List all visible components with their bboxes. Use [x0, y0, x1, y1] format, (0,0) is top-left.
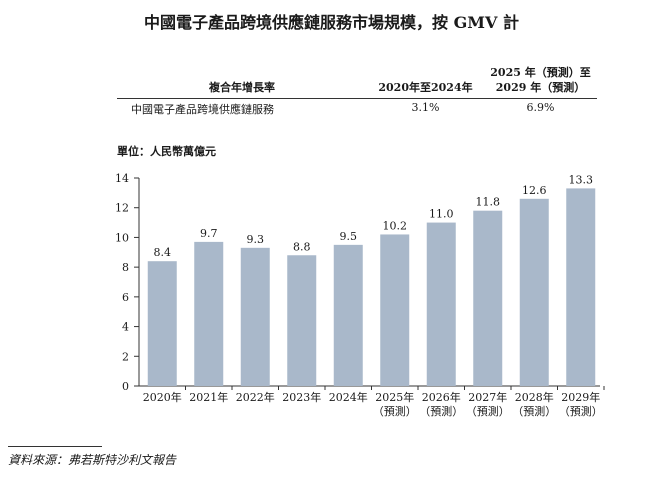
cagr-header-period2-line1: 2025 年（預測）至 — [490, 66, 591, 79]
x-tick-label: 2027年 — [468, 390, 507, 404]
y-tick-label: 12 — [115, 202, 129, 215]
x-tick-label: 2025年 — [375, 390, 414, 404]
y-tick-label: 6 — [122, 291, 129, 304]
bar — [147, 261, 177, 386]
source-note: 資料來源：弗若斯特沙利文報告 — [8, 453, 177, 467]
bar — [287, 255, 317, 386]
bar-value-label: 10.2 — [383, 219, 408, 232]
y-tick-label: 8 — [122, 261, 129, 274]
cagr-header-period2: 2025 年（預測）至 2029 年（預測） — [484, 65, 597, 95]
bar-value-label: 8.4 — [154, 246, 172, 259]
bar — [333, 244, 363, 386]
cagr-table: 複合年增長率 2020年至2024年 2025 年（預測）至 2029 年（預測… — [117, 58, 597, 117]
y-tick-label: 4 — [122, 321, 129, 334]
cagr-row-label: 中國電子產品跨境供應鏈服務 — [131, 103, 274, 116]
x-tick-label: （預測） — [373, 404, 417, 418]
bar-value-label: 11.8 — [476, 196, 501, 209]
cagr-header-period2-line2: 2029 年（預測） — [495, 81, 586, 94]
y-tick-label: 2 — [122, 350, 129, 363]
x-tick-label: 2026年 — [422, 390, 461, 404]
x-tick-label: 2028年 — [515, 390, 554, 404]
bar — [519, 198, 549, 386]
x-tick-label: 2029年 — [561, 390, 600, 404]
x-tick-label: 2023年 — [282, 390, 321, 404]
cagr-header-period1: 2020年至2024年 — [378, 81, 473, 94]
x-tick-label: （預測） — [512, 404, 556, 418]
chart-title: 中國電子產品跨境供應鏈服務市場規模，按 GMV 計 — [144, 13, 519, 32]
bar — [426, 222, 456, 386]
x-tick-label: （預測） — [466, 404, 510, 418]
bar-value-label: 12.6 — [522, 184, 547, 197]
x-tick-label: （預測） — [559, 404, 603, 418]
unit-label: 單位：人民幣萬億元 — [117, 145, 216, 158]
bar-value-label: 8.8 — [293, 240, 311, 253]
bar — [240, 247, 270, 386]
bar-value-label: 9.3 — [247, 233, 265, 246]
y-tick-label: 0 — [122, 380, 129, 393]
bar-value-label: 11.0 — [429, 208, 454, 221]
bar — [473, 210, 503, 386]
cagr-value-period2: 6.9% — [526, 101, 555, 114]
x-tick-label: 2021年 — [189, 390, 228, 404]
x-tick-label: 2022年 — [236, 390, 275, 404]
x-tick-label: 2020年 — [143, 390, 182, 404]
bar — [566, 188, 596, 386]
x-tick-label: （預測） — [419, 404, 463, 418]
source-divider — [8, 446, 102, 447]
x-tick-label: 2024年 — [329, 390, 368, 404]
cagr-header-label: 複合年增長率 — [209, 81, 275, 94]
y-tick-label: 14 — [115, 172, 129, 185]
cagr-data-row: 中國電子產品跨境供應鏈服務 3.1% 6.9% — [117, 99, 597, 117]
y-tick-label: 10 — [115, 231, 129, 244]
cagr-header-row: 複合年增長率 2020年至2024年 2025 年（預測）至 2029 年（預測… — [117, 58, 597, 99]
bar — [194, 241, 224, 386]
bar-value-label: 9.5 — [340, 230, 358, 243]
cagr-value-period1: 3.1% — [411, 101, 440, 114]
bar-value-label: 9.7 — [200, 227, 218, 240]
bar — [380, 234, 410, 386]
bar-value-label: 13.3 — [569, 173, 594, 186]
